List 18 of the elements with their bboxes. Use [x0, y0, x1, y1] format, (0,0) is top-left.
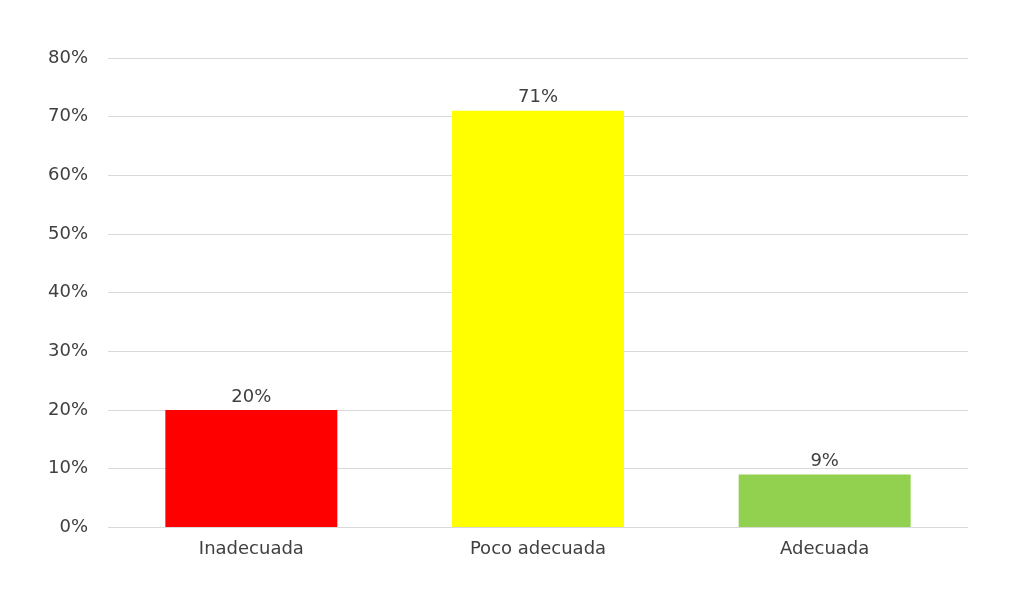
y-tick-label: 80% — [47, 45, 89, 67]
data-label: 20% — [231, 384, 272, 406]
y-tick-label: 50% — [47, 221, 89, 243]
bar — [165, 410, 338, 527]
x-tick-label: Inadecuada — [198, 536, 304, 558]
data-label: 9% — [810, 449, 839, 471]
y-tick-label: 40% — [47, 280, 89, 302]
bar — [738, 474, 911, 527]
y-tick-label: 30% — [47, 339, 89, 361]
y-tick-label: 70% — [47, 104, 89, 126]
bar — [452, 110, 624, 527]
x-tick-label: Adecuada — [780, 536, 870, 558]
y-tick-label: 20% — [47, 397, 89, 419]
y-tick-label: 10% — [47, 456, 89, 478]
x-tick-label: Poco adecuada — [469, 536, 607, 558]
y-tick-label: 0% — [59, 515, 89, 537]
y-tick-label: 60% — [47, 163, 89, 185]
data-label: 71% — [518, 85, 559, 107]
